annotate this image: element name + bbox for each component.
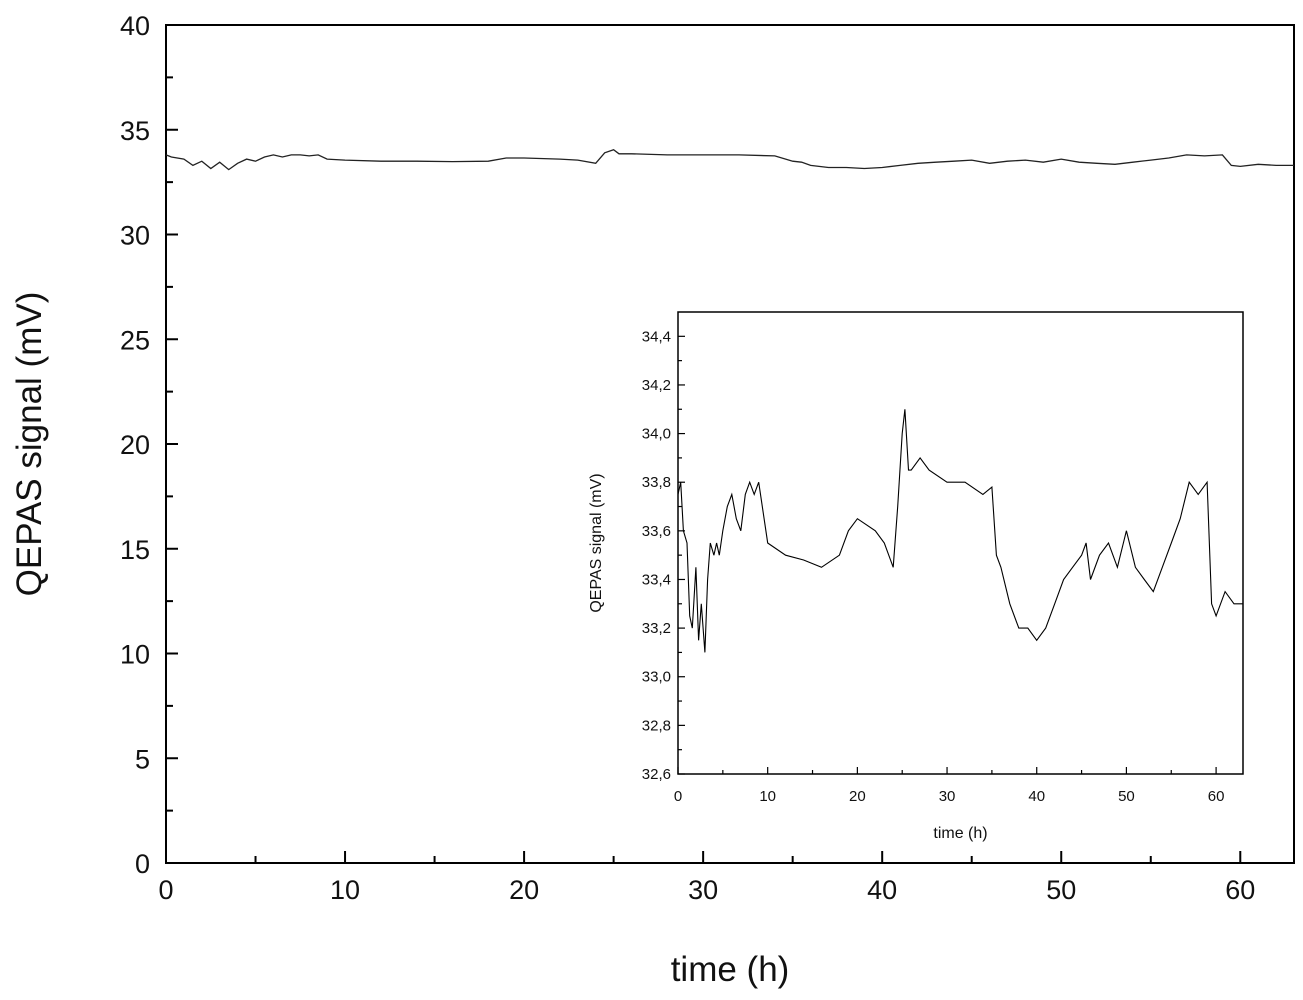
inset-x-tick-label: 20 — [849, 788, 866, 805]
main-x-axis: 0 10 20 30 40 50 60 — [158, 851, 1255, 905]
main-series-line — [165, 148, 1294, 171]
inset-y-tick-label: 33,2 — [642, 620, 671, 637]
main-y-tick-label: 15 — [120, 535, 150, 565]
main-y-tick-label: 10 — [120, 640, 150, 670]
main-x-tick-label: 40 — [867, 875, 897, 905]
inset-x-tick-label: 10 — [759, 788, 776, 805]
inset-y-tick-label: 33,0 — [642, 669, 671, 686]
inset-plot: 0 10 20 30 40 50 60 32,6 32,8 33,0 33,2 33,4 33,6 33… — [588, 311, 1244, 842]
main-y-axis: 0 5 10 15 20 25 30 35 40 — [120, 11, 178, 879]
main-x-tick-label: 30 — [688, 875, 718, 905]
inset-y-tick-label: 32,8 — [642, 717, 671, 734]
main-x-tick-label: 50 — [1046, 875, 1076, 905]
inset-series-line — [677, 409, 1243, 653]
inset-y-tick-label: 34,4 — [642, 328, 671, 345]
inset-x-tick-label: 50 — [1118, 788, 1135, 805]
main-y-tick-label: 35 — [120, 116, 150, 146]
main-x-tick-label: 10 — [330, 875, 360, 905]
inset-y-axis: 32,6 32,8 33,0 33,2 33,4 33,6 33,8 34,0 34,2 34,4 — [642, 328, 685, 783]
main-x-tick-label: 60 — [1225, 875, 1255, 905]
main-y-tick-label: 0 — [135, 849, 150, 879]
inset-y-tick-label: 34,2 — [642, 377, 671, 394]
main-x-axis-label: time (h) — [671, 950, 790, 989]
inset-x-tick-label: 30 — [939, 788, 956, 805]
inset-x-tick-label: 0 — [674, 788, 682, 805]
inset-x-tick-label: 40 — [1028, 788, 1045, 805]
inset-plot-frame — [677, 311, 1244, 775]
inset-y-tick-label: 34,0 — [642, 426, 671, 443]
inset-x-axis: 0 10 20 30 40 50 60 — [674, 767, 1225, 805]
inset-y-tick-label: 33,6 — [642, 523, 671, 540]
main-y-tick-label: 30 — [120, 221, 150, 251]
main-y-axis-label: QEPAS signal (mV) — [10, 292, 49, 597]
inset-y-tick-label: 33,4 — [642, 571, 671, 588]
main-y-tick-label: 40 — [120, 11, 150, 41]
main-x-tick-label: 0 — [158, 875, 173, 905]
inset-y-axis-label: QEPAS signal (mV) — [588, 473, 605, 612]
main-y-tick-label: 20 — [120, 430, 150, 460]
inset-y-tick-label: 33,8 — [642, 474, 671, 491]
inset-x-axis-label: time (h) — [933, 825, 987, 842]
main-y-tick-label: 5 — [135, 744, 150, 774]
main-x-tick-label: 20 — [509, 875, 539, 905]
inset-y-tick-label: 32,6 — [642, 766, 671, 783]
inset-x-tick-label: 60 — [1208, 788, 1225, 805]
main-y-tick-label: 25 — [120, 325, 150, 355]
